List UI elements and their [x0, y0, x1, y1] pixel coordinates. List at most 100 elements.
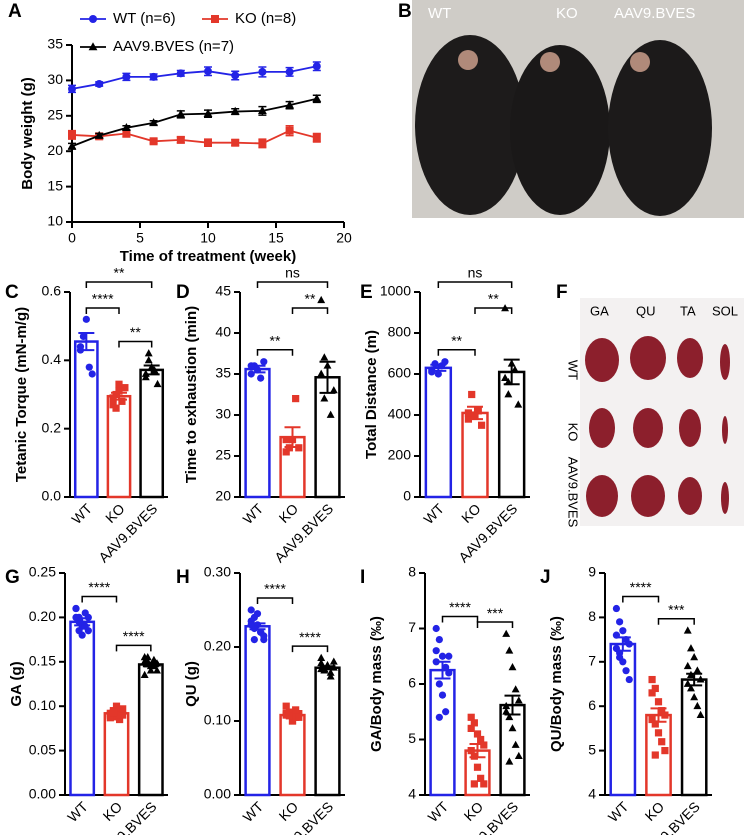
legend-label: AAV9.BVES (n=7)	[113, 38, 234, 55]
column-label: GA	[590, 303, 609, 318]
bar	[69, 620, 96, 797]
mouse	[608, 40, 712, 216]
y-axis-label: QU/Body mass (‰)	[548, 616, 565, 752]
data-point	[511, 365, 519, 373]
data-point	[651, 751, 659, 759]
data-point	[247, 606, 255, 614]
data-point	[651, 684, 659, 693]
significance-label: ****	[630, 579, 652, 595]
data-point	[95, 79, 104, 88]
panel-letter: D	[176, 282, 190, 303]
data-point	[508, 724, 517, 732]
data-point	[431, 360, 439, 368]
data-point	[696, 675, 705, 683]
data-point	[434, 370, 442, 378]
data-point	[428, 368, 436, 376]
data-point	[504, 390, 513, 398]
y-tick-label: 8	[408, 564, 416, 580]
data-point	[502, 701, 511, 710]
data-point	[329, 657, 338, 665]
data-point	[445, 652, 453, 660]
bar	[103, 712, 130, 797]
data-point	[622, 667, 630, 675]
data-point	[320, 353, 329, 361]
data-point	[505, 646, 514, 654]
y-tick-label: 4	[588, 786, 596, 802]
photo-f: F GA QU TA SOL WT KO AAV9.BVES	[556, 282, 744, 528]
data-point	[84, 613, 92, 622]
data-point	[464, 409, 472, 417]
data-point	[79, 332, 87, 341]
bar	[139, 368, 165, 499]
y-axis-label: GA (g)	[8, 661, 25, 706]
y-axis-label: Time to exhaustion (min)	[183, 306, 200, 483]
data-point	[231, 138, 240, 147]
data-point	[686, 644, 695, 652]
x-tick-label: KO	[100, 798, 126, 824]
data-point	[654, 698, 663, 706]
data-point	[88, 370, 96, 378]
y-tick-label: 20	[47, 142, 63, 158]
y-tick-label: 600	[388, 365, 412, 381]
data-point	[258, 139, 267, 148]
data-point	[612, 631, 621, 639]
data-point	[478, 421, 486, 429]
data-point	[204, 138, 212, 147]
data-point	[109, 708, 118, 717]
panel-letter: I	[360, 567, 365, 588]
significance-bracket	[437, 281, 513, 288]
data-point	[247, 621, 255, 629]
data-point	[442, 663, 450, 671]
data-point	[468, 390, 476, 399]
data-point	[514, 751, 523, 760]
x-tick-label: KO	[458, 500, 484, 526]
significance-label: ****	[88, 579, 110, 595]
panel-letter: J	[540, 567, 551, 588]
y-tick-label: 0.30	[204, 564, 231, 580]
x-axis-label: Time of treatment (week)	[120, 248, 296, 265]
data-point	[288, 717, 297, 725]
bar	[314, 666, 341, 797]
y-tick-label: 15	[47, 177, 63, 193]
data-point	[149, 72, 158, 81]
data-point	[683, 661, 692, 670]
bar	[244, 625, 271, 797]
x-tick-label: 10	[200, 230, 216, 246]
data-point	[119, 705, 127, 713]
data-point	[438, 691, 447, 699]
y-tick-label: 9	[588, 564, 596, 580]
significance-bracket	[622, 595, 660, 603]
photo-caption: KO	[556, 5, 578, 22]
y-tick-label: 0.15	[29, 653, 56, 669]
x-tick-label: KO	[102, 500, 128, 526]
significance-bracket	[256, 348, 294, 356]
y-tick-label: 30	[215, 406, 231, 422]
significance-bracket	[81, 595, 118, 603]
data-point	[326, 410, 335, 418]
data-point	[323, 661, 332, 669]
y-tick-label: 4	[408, 786, 416, 802]
data-point	[146, 666, 155, 674]
data-point	[285, 67, 294, 76]
data-point	[329, 663, 338, 671]
data-point	[683, 626, 692, 634]
data-point	[511, 685, 520, 693]
panel-letter: C	[5, 282, 19, 303]
data-point	[317, 653, 326, 661]
muscle	[678, 477, 702, 515]
data-point	[329, 386, 338, 394]
bar	[73, 340, 99, 499]
y-tick-label: 0.25	[29, 564, 56, 580]
panel-letter: H	[176, 567, 190, 588]
x-tick-label: WT	[240, 798, 267, 825]
data-point	[82, 315, 90, 323]
data-point	[115, 711, 124, 719]
y-tick-label: 20	[215, 488, 231, 504]
column-label: TA	[680, 303, 696, 318]
y-tick-label: 40	[215, 324, 231, 340]
x-tick-label: WT	[605, 798, 632, 825]
bar	[244, 367, 271, 499]
significance-label: ns	[468, 265, 483, 281]
x-tick-label: WT	[420, 500, 447, 527]
